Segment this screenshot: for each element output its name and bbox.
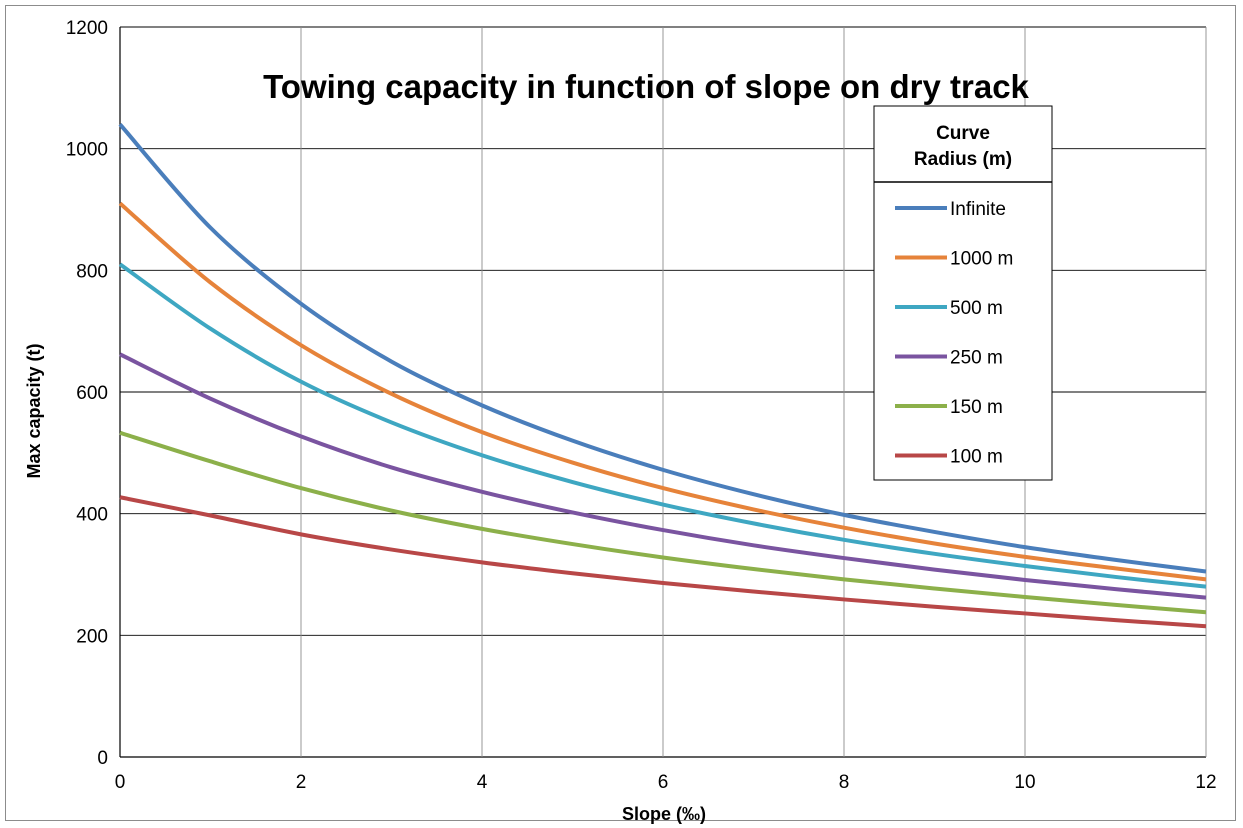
- y-tick-label: 1200: [66, 18, 108, 39]
- x-tick-label: 10: [1014, 772, 1035, 793]
- y-tick-labels: 0 200 400 600 800 1000 1200: [66, 18, 108, 769]
- series-line-0: [118, 123, 1207, 574]
- series-line-2: [118, 262, 1207, 589]
- series-line-1: [118, 201, 1207, 582]
- x-tick-label: 8: [839, 772, 850, 793]
- legend-label: 500 m: [950, 298, 1003, 319]
- y-tick-label: 600: [76, 383, 108, 404]
- x-tick-label: 6: [658, 772, 669, 793]
- legend-box: [873, 105, 1053, 481]
- legend-title-line-1: Curve: [936, 123, 990, 144]
- series-line-5: [119, 495, 1207, 629]
- x-tick-label: 0: [115, 772, 126, 793]
- legend: Curve Radius (m) Infinite 1000 m 500 m 250 …: [873, 105, 1053, 481]
- x-tick-label: 12: [1195, 772, 1216, 793]
- y-tick-label: 0: [97, 748, 108, 769]
- x-tick-label: 4: [477, 772, 488, 793]
- y-tick-label: 1000: [66, 140, 108, 161]
- legend-title-line-2: Radius (m): [914, 149, 1012, 170]
- y-axis-title: Max capacity (t): [24, 343, 44, 478]
- series-lines: [118, 123, 1207, 629]
- legend-items: Infinite 1000 m 500 m 250 m 150 m 100 m: [895, 199, 1013, 468]
- series-line-3: [119, 352, 1207, 600]
- x-axis-title: Slope (‰): [622, 804, 706, 824]
- y-tick-label: 800: [76, 261, 108, 282]
- x-tick-labels: 0 2 4 6 8 10 12: [115, 772, 1217, 793]
- y-tick-label: 400: [76, 505, 108, 526]
- legend-label: 250 m: [950, 348, 1003, 369]
- x-tick-label: 2: [296, 772, 307, 793]
- series-line-4: [119, 430, 1207, 615]
- legend-label: Infinite: [950, 199, 1006, 220]
- chart-title: Towing capacity in function of slope on …: [263, 68, 1029, 105]
- legend-label: 1000 m: [950, 249, 1013, 270]
- legend-label: 150 m: [950, 397, 1003, 418]
- legend-label: 100 m: [950, 447, 1003, 468]
- y-tick-label: 200: [76, 626, 108, 647]
